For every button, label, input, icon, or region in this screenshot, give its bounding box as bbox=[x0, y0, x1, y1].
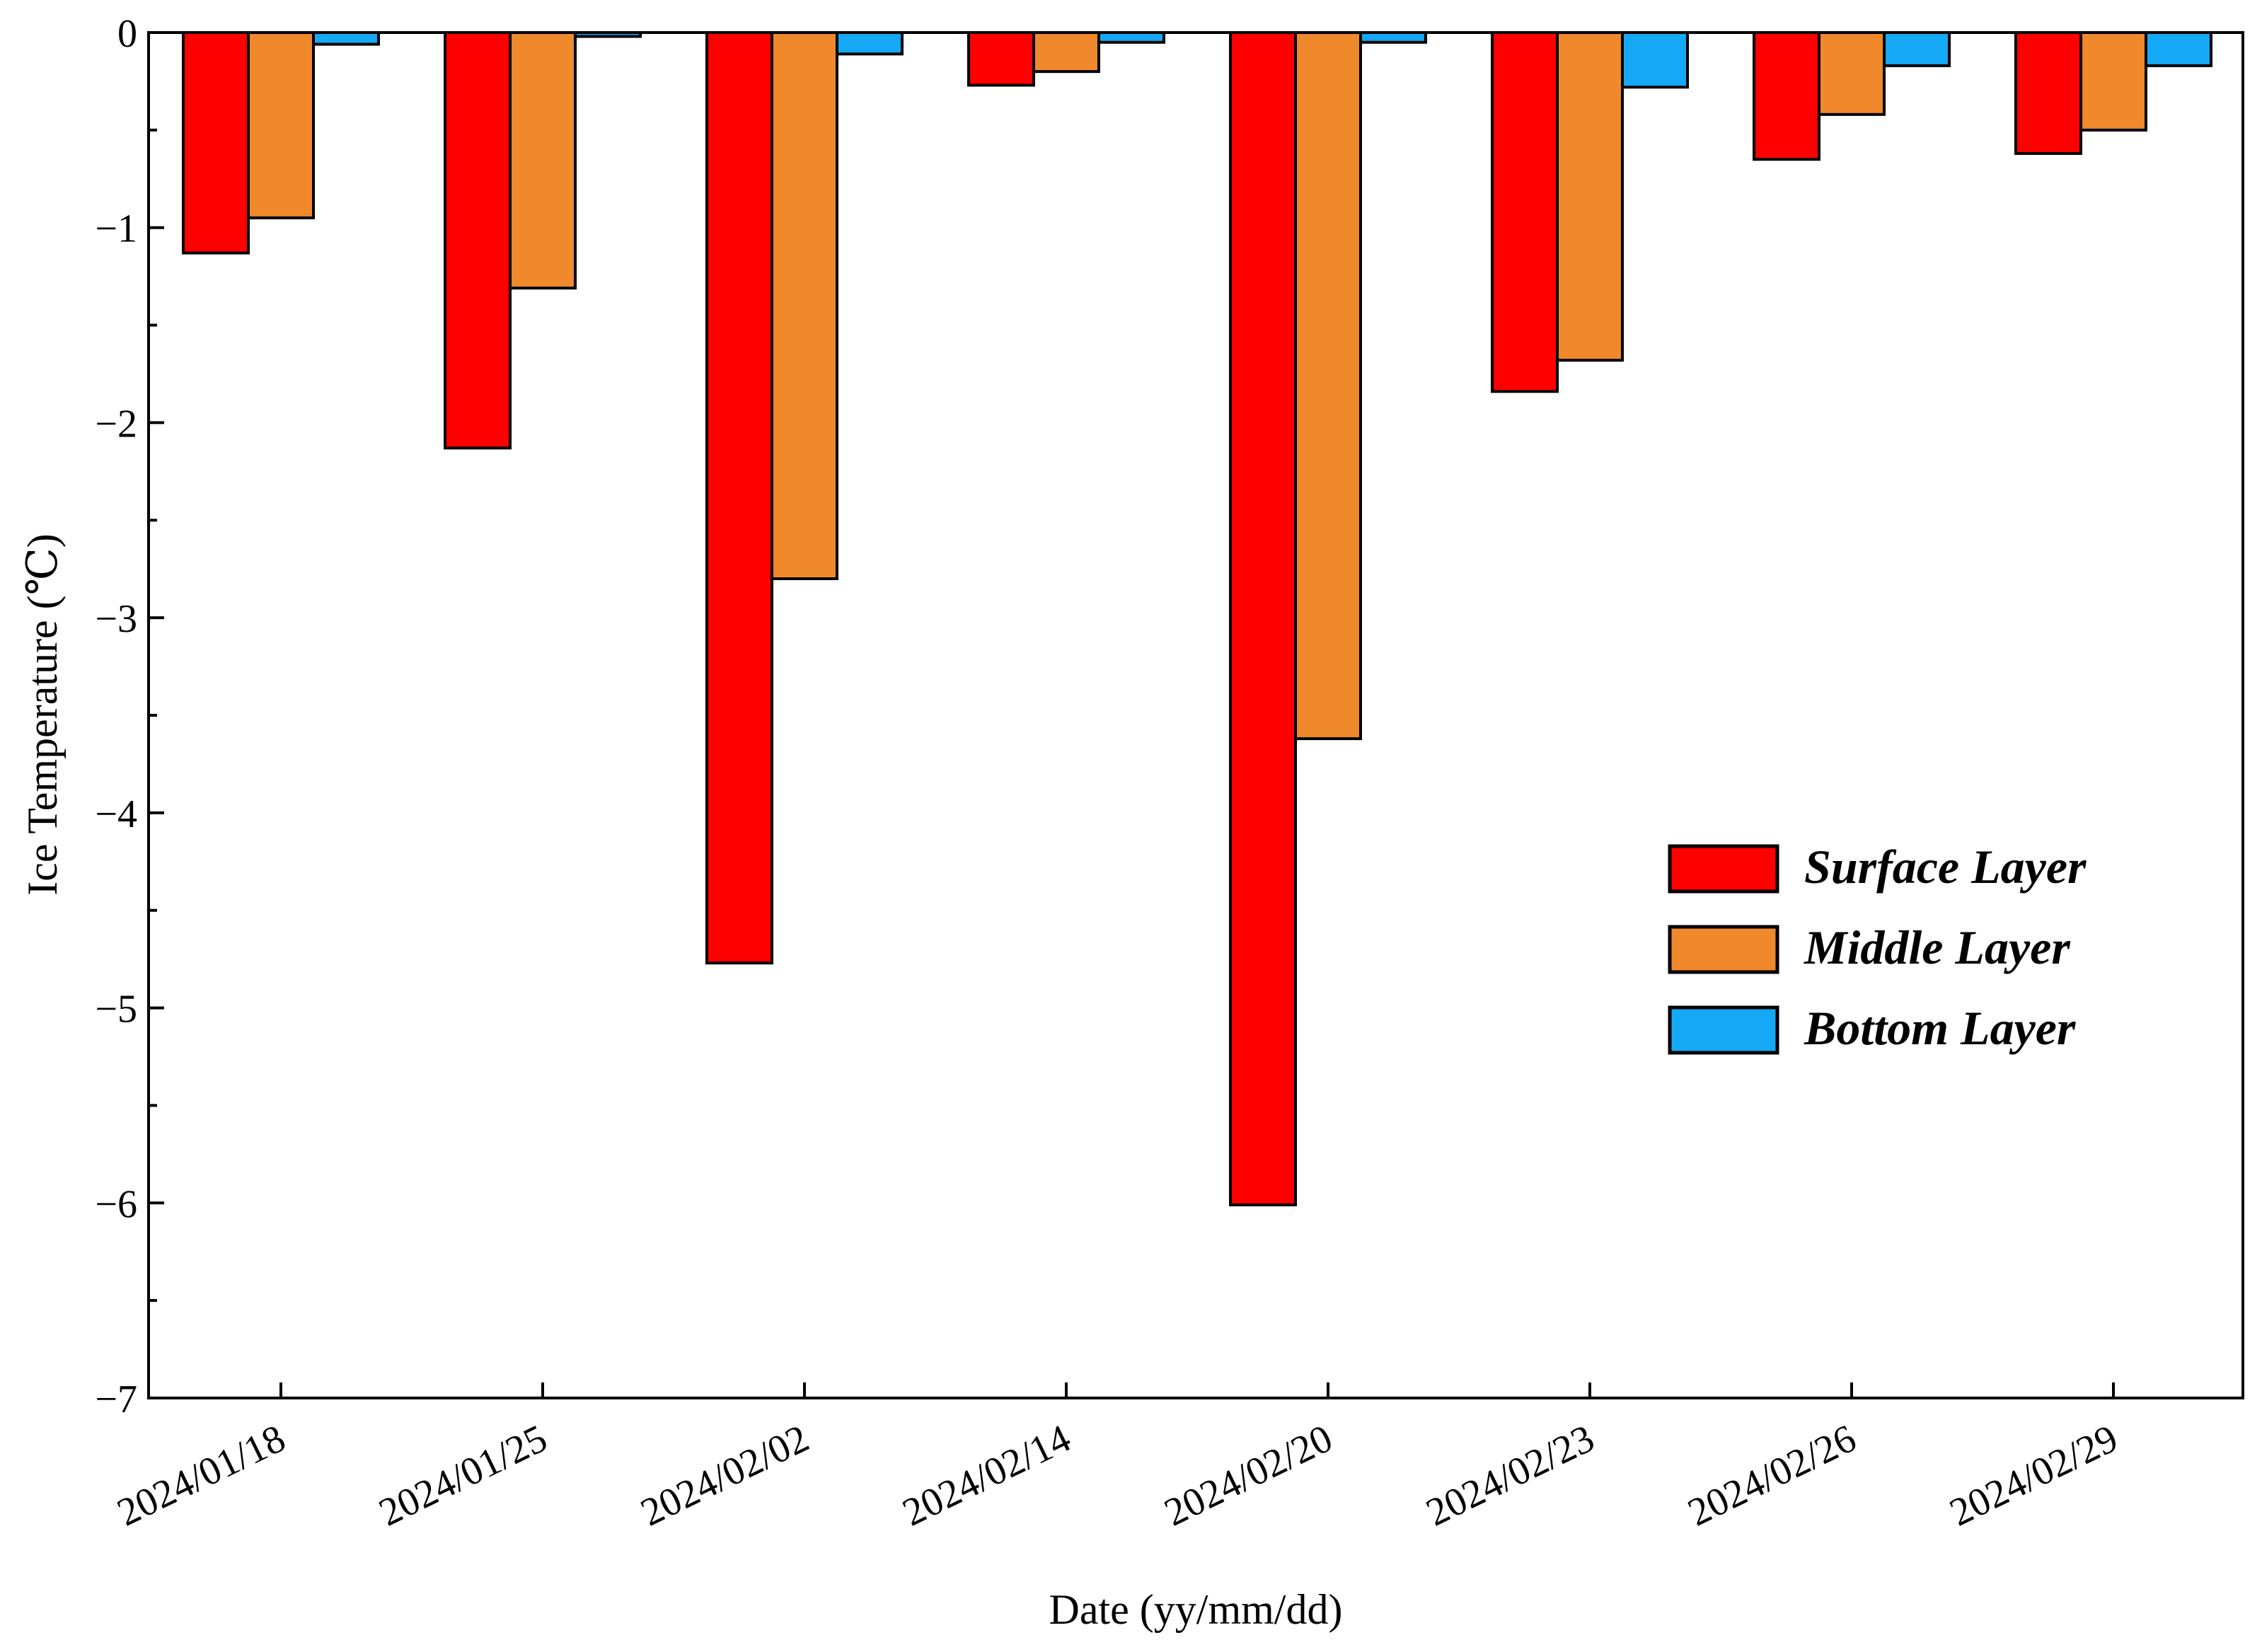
bar-bottom-layer-6 bbox=[1621, 31, 1689, 89]
y-tick-label: −3 bbox=[95, 597, 137, 641]
plot-frame bbox=[147, 31, 2244, 1399]
bar-middle-layer-2 bbox=[509, 31, 577, 290]
legend-label: Surface Layer bbox=[1804, 840, 2087, 894]
bar-surface-layer-4 bbox=[967, 31, 1035, 87]
bar-surface-layer-7 bbox=[1753, 31, 1820, 161]
x-tick-label: 2024/02/02 bbox=[634, 1416, 815, 1535]
bar-bottom-layer-1 bbox=[312, 31, 380, 46]
bar-middle-layer-8 bbox=[2079, 31, 2147, 132]
bar-middle-layer-6 bbox=[1556, 31, 1624, 362]
bar-middle-layer-4 bbox=[1032, 31, 1100, 74]
x-tick-label: 2024/02/20 bbox=[1158, 1416, 1339, 1535]
bars-group bbox=[182, 31, 2212, 1207]
legend: Surface Layer Middle Layer Bottom Layer bbox=[1668, 840, 2087, 1055]
bar-bottom-layer-7 bbox=[1883, 31, 1951, 67]
x-tick-label: 2024/02/29 bbox=[1943, 1416, 2124, 1535]
x-tick-label: 2024/02/26 bbox=[1681, 1416, 1862, 1535]
bar-middle-layer-7 bbox=[1818, 31, 1886, 116]
bar-surface-layer-5 bbox=[1229, 31, 1297, 1207]
x-axis: 2024/01/18 2024/01/25 2024/02/02 2024/02/14… bbox=[110, 1382, 2125, 1535]
bar-middle-layer-3 bbox=[771, 31, 838, 580]
y-tick-label: −2 bbox=[95, 402, 137, 446]
bar-surface-layer-1 bbox=[182, 31, 250, 255]
bar-bottom-layer-3 bbox=[836, 31, 904, 56]
y-axis-title: Ice Temperature (℃) bbox=[19, 533, 66, 896]
bar-surface-layer-2 bbox=[444, 31, 512, 450]
legend-label: Middle Layer bbox=[1804, 920, 2070, 974]
y-tick-label: 0 bbox=[117, 12, 137, 56]
x-tick-label: 2024/01/18 bbox=[110, 1416, 292, 1535]
bar-bottom-layer-5 bbox=[1359, 31, 1427, 44]
x-tick-label: 2024/02/14 bbox=[896, 1416, 1077, 1535]
bar-bottom-layer-4 bbox=[1097, 31, 1165, 44]
y-tick-label: −1 bbox=[95, 207, 137, 251]
bar-middle-layer-5 bbox=[1294, 31, 1362, 741]
x-axis-title: Date (yy/mm/dd) bbox=[1049, 1586, 1343, 1633]
x-tick-label: 2024/02/23 bbox=[1419, 1416, 1600, 1535]
legend-swatch-surface-layer bbox=[1668, 844, 1779, 894]
bar-surface-layer-8 bbox=[2014, 31, 2082, 155]
y-tick-label: −6 bbox=[95, 1182, 137, 1226]
y-tick-label: −4 bbox=[95, 792, 137, 836]
bar-bottom-layer-8 bbox=[2145, 31, 2212, 67]
bar-surface-layer-3 bbox=[705, 31, 773, 965]
x-tick-label: 2024/01/25 bbox=[372, 1416, 553, 1535]
y-axis: 0 −1 −2 −3 −4 −5 −6 −7 bbox=[95, 12, 164, 1421]
y-tick-label: −7 bbox=[95, 1377, 137, 1421]
bar-surface-layer-6 bbox=[1491, 31, 1559, 393]
y-tick-label: −5 bbox=[95, 988, 137, 1032]
bar-middle-layer-1 bbox=[247, 31, 315, 219]
legend-swatch-bottom-layer bbox=[1668, 1005, 1779, 1055]
legend-swatch-middle-layer bbox=[1668, 925, 1779, 974]
legend-label: Bottom Layer bbox=[1804, 1001, 2076, 1055]
